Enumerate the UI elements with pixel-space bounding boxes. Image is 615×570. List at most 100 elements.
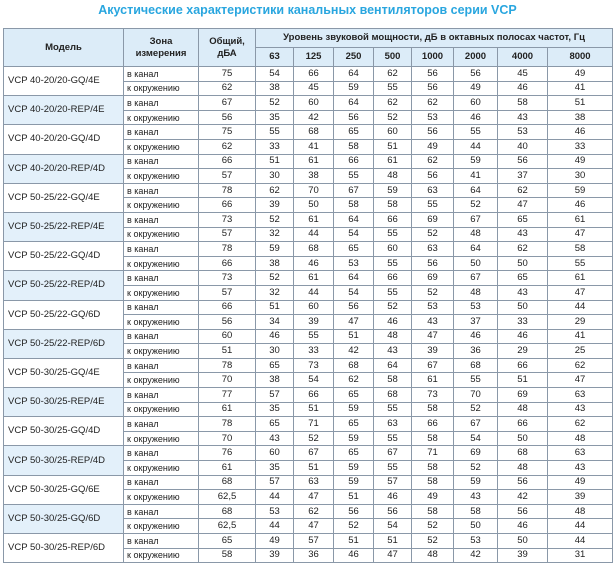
data-table: Модель Зона измерения Общий, дБА Уровень…: [3, 28, 614, 564]
value-cell: 64: [373, 357, 412, 374]
zone-cell: в канал: [123, 387, 199, 403]
value-cell: 43: [453, 489, 498, 505]
value-cell: 66: [293, 66, 334, 82]
value-cell: 46: [497, 80, 548, 97]
value-cell: 57: [255, 474, 294, 491]
value-cell: 69: [411, 270, 454, 286]
value-cell: 48: [497, 401, 548, 418]
value-cell: 62: [411, 153, 454, 170]
value-cell: 46: [453, 328, 498, 345]
value-cell: 61: [198, 401, 256, 418]
value-cell: 49: [411, 138, 454, 155]
value-cell: 50: [497, 430, 548, 447]
value-cell: 51: [293, 460, 334, 476]
value-cell: 41: [453, 168, 498, 184]
value-cell: 51: [497, 372, 548, 389]
value-cell: 50: [293, 197, 334, 213]
value-cell: 35: [255, 460, 294, 476]
table-row: VCP 50-30/25-GQ/6E в канал 68 57 63 59 57 58 59 5…: [3, 474, 614, 505]
table-row: VCP 50-25/22-REP/6D в канал 60 46 55 51 48 47 46…: [3, 328, 614, 359]
value-cell: 67: [453, 211, 498, 228]
value-cell: 68: [453, 357, 498, 374]
value-cell: 25: [546, 343, 614, 359]
value-cell: 66: [293, 387, 334, 403]
table-row: VCP 40-20/20-GQ/4E в канал 75 54 66 64 62 56 56 4…: [3, 65, 614, 97]
value-cell: 46: [293, 255, 334, 272]
value-cell: 51: [333, 533, 374, 549]
table-row: VCP 50-30/25-GQ/4E в канал 78 65 73 68 64 67 68 6…: [3, 357, 614, 389]
value-cell: 46: [546, 197, 614, 213]
value-cell: 35: [255, 401, 294, 418]
value-cell: 58: [411, 430, 454, 447]
value-cell: 66: [373, 211, 412, 228]
model-cell: VCP 50-25/22-GQ/4D: [3, 241, 124, 272]
value-cell: 44: [453, 138, 498, 155]
table-row: VCP 50-30/25-REP/4D в канал 76 60 67 65 67 71 69…: [3, 445, 614, 476]
value-cell: 47: [546, 372, 614, 389]
value-cell: 68: [373, 387, 412, 403]
value-cell: 51: [373, 138, 412, 155]
value-cell: 51: [333, 328, 374, 345]
value-cell: 37: [453, 314, 498, 330]
table-row: VCP 50-30/25-GQ/6D в канал 68 53 62 56 56 58 58 5…: [3, 503, 614, 535]
model-cell: VCP 40-20/20-REP/4E: [3, 95, 124, 126]
zone-cell: в канал: [123, 241, 199, 257]
value-cell: 62: [333, 372, 374, 389]
value-cell: 58: [453, 503, 498, 520]
value-cell: 59: [546, 182, 614, 199]
value-cell: 62,5: [198, 489, 256, 505]
header-cell: 4000: [497, 47, 548, 67]
value-cell: 39: [546, 489, 614, 505]
value-cell: 61: [198, 460, 256, 476]
table-row: VCP 50-25/22-REP/4E в канал 73 52 61 64 66 69 67…: [3, 211, 614, 243]
value-cell: 57: [198, 226, 256, 243]
table-row: к окружению 62,5 44 47 51 46 49 43 42 39: [4, 489, 614, 505]
value-cell: 65: [198, 533, 256, 549]
value-cell: 63: [411, 182, 454, 199]
value-cell: 58: [373, 197, 412, 213]
zone-cell: в канал: [123, 66, 199, 82]
value-cell: 52: [373, 109, 412, 126]
value-cell: 71: [411, 445, 454, 462]
title: Акустические характеристики канальных ве…: [98, 3, 517, 17]
value-cell: 51: [255, 299, 294, 316]
value-cell: 69: [411, 211, 454, 228]
zone-cell: к окружению: [123, 460, 199, 476]
value-cell: 59: [333, 80, 374, 97]
value-cell: 48: [453, 284, 498, 301]
value-cell: 75: [198, 66, 256, 82]
value-cell: 60: [453, 95, 498, 111]
value-cell: 66: [333, 153, 374, 170]
value-cell: 73: [198, 270, 256, 286]
value-cell: 77: [198, 387, 256, 403]
header-cell: Общий, дБА: [198, 28, 256, 67]
value-cell: 60: [373, 241, 412, 257]
table-row: к окружению 51 30 33 42 43 39 36 29 25: [4, 343, 614, 359]
value-cell: 44: [546, 299, 614, 316]
value-cell: 73: [411, 387, 454, 403]
value-cell: 55: [373, 430, 412, 447]
value-cell: 64: [453, 241, 498, 257]
value-cell: 47: [373, 547, 412, 564]
value-cell: 62: [255, 182, 294, 199]
value-cell: 36: [293, 547, 334, 564]
zone-cell: к окружению: [123, 168, 199, 184]
value-cell: 57: [198, 284, 256, 301]
zone-cell: в канал: [123, 328, 199, 345]
header-cell: 500: [373, 47, 412, 67]
table-row: VCP 40-20/20-REP/4D в канал 66 51 61 66 61 62 59…: [3, 153, 614, 184]
value-cell: 29: [497, 343, 548, 359]
value-cell: 42: [293, 109, 334, 126]
value-cell: 44: [293, 226, 334, 243]
value-cell: 73: [198, 211, 256, 228]
value-cell: 49: [546, 153, 614, 170]
value-cell: 62: [198, 80, 256, 97]
model-cell: VCP 50-25/22-GQ/6D: [3, 299, 124, 330]
zone-cell: в канал: [123, 182, 199, 199]
zone-cell: к окружению: [123, 226, 199, 243]
value-cell: 66: [198, 153, 256, 170]
value-cell: 58: [333, 197, 374, 213]
zone-cell: в канал: [123, 95, 199, 111]
value-cell: 68: [293, 241, 334, 257]
